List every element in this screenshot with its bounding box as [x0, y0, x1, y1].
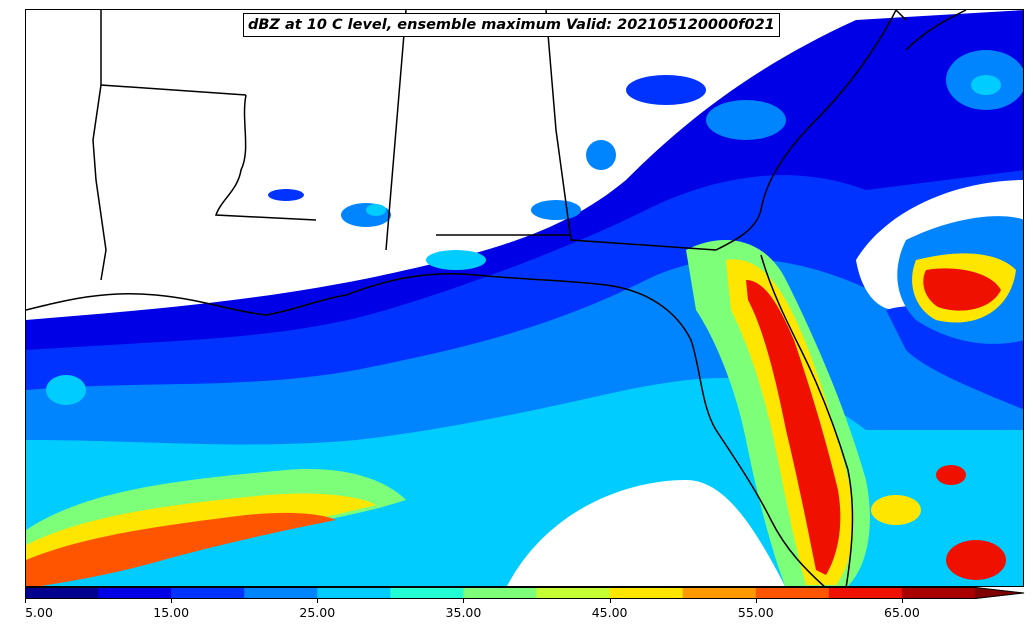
colorbar-tick-mark — [755, 599, 757, 603]
map-boundaries — [26, 10, 967, 586]
colorbar-tick-label: 45.00 — [591, 605, 628, 620]
colorbar-tick-mark — [901, 599, 903, 603]
map-title: dBZ at 10 C level, ensemble maximum Vali… — [248, 17, 775, 33]
colorbar-bin-3 — [244, 587, 318, 599]
colorbar-tick-mark — [463, 599, 465, 603]
colorbar-tick-label: 5.00 — [25, 605, 53, 620]
colorbar-tick-label: 15.00 — [153, 605, 190, 620]
colorbar — [25, 587, 1025, 599]
colorbar-tick-mark — [25, 599, 26, 603]
colorbar-bin-4 — [317, 587, 391, 599]
colorbar-tick-mark — [609, 599, 611, 603]
colorbar-bin-1 — [98, 587, 172, 599]
colorbar-outline — [25, 587, 1025, 599]
colorbar-bin-9 — [682, 587, 757, 599]
colorbar-tick-label: 65.00 — [884, 605, 920, 620]
colorbar-bin-0 — [25, 587, 99, 599]
colorbar-tick-label: 25.00 — [299, 605, 336, 620]
colorbar-bin-7 — [536, 587, 611, 599]
colorbar-bin-12 — [901, 587, 976, 599]
colorbar-bin-5 — [390, 587, 464, 599]
colorbar-bin-6 — [463, 587, 538, 599]
colorbar-tick-mark — [171, 599, 173, 603]
colorbar-bin-8 — [609, 587, 684, 599]
map-title-box: dBZ at 10 C level, ensemble maximum Vali… — [243, 13, 780, 37]
radar-map — [25, 9, 1024, 587]
reflectivity-shading — [26, 10, 1023, 586]
colorbar-bin-10 — [755, 587, 830, 599]
reflectivity-field — [26, 10, 1023, 586]
colorbar-tick-label: 35.00 — [445, 605, 482, 620]
colorbar-bin-2 — [171, 587, 245, 599]
colorbar-extend-max — [975, 587, 1025, 599]
colorbar-tick-mark — [317, 599, 319, 603]
colorbar-tick-label: 55.00 — [737, 605, 774, 620]
colorbar-bin-11 — [828, 587, 903, 599]
